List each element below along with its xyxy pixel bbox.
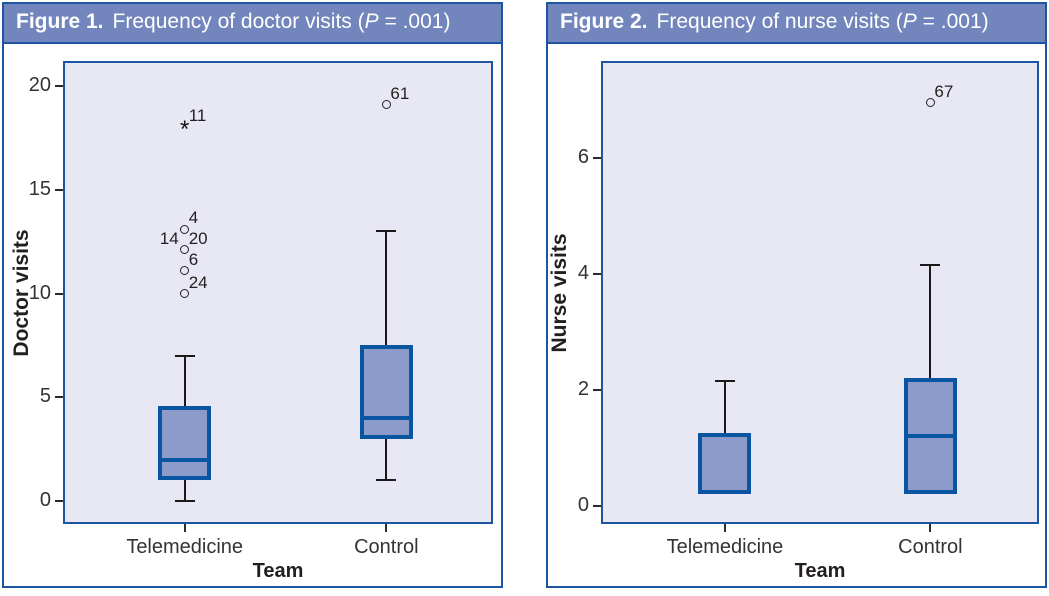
figure-2-title: Frequency of nurse visits (P = .001): [657, 10, 989, 34]
lower-whisker-cap: [174, 500, 195, 503]
upper-whisker-cap: [376, 230, 397, 233]
upper-whisker-line: [183, 355, 186, 406]
outlier-label: 11: [188, 106, 207, 126]
y-axis-tick-label: 5: [39, 385, 51, 408]
lower-whisker-line: [183, 480, 186, 502]
outlier-label: 61: [390, 83, 410, 103]
figure-1-title-p-symbol: P: [364, 10, 379, 33]
y-axis-tick: [55, 292, 63, 295]
y-axis-tick-label: 20: [28, 73, 51, 96]
outlier-circle-marker: [180, 289, 190, 299]
outlier-label: 14: [159, 228, 179, 248]
category-tick: [385, 524, 388, 532]
median-line: [161, 457, 209, 462]
outlier-circle-marker: [381, 100, 391, 110]
lower-whisker-cap: [376, 479, 397, 482]
figure-1-panel: Figure 1. Frequency of doctor visits (P …: [2, 2, 503, 588]
outlier-star-marker: *: [180, 116, 190, 144]
y-axis-tick-label: 4: [577, 261, 589, 284]
box: [698, 433, 752, 495]
figure-2-title-text: Frequency of nurse visits (: [656, 10, 903, 33]
figure-2-title-p-symbol: P: [902, 10, 917, 33]
y-axis-tick: [593, 156, 601, 159]
figure-1-title: Frequency of doctor visits (P = .001): [113, 10, 451, 34]
y-axis-tick: [55, 188, 63, 191]
outlier-label: 67: [934, 81, 954, 101]
outlier-circle-marker: [180, 224, 190, 234]
figure-2-chart: Nurse visits Team 0 2 4 6 Telemedicine Contro…: [548, 44, 1045, 584]
y-axis-tick-label: 15: [28, 177, 51, 200]
figure-2-title-prefix: Figure 2.: [560, 10, 648, 33]
figure-1-chart: Doctor visits Team 0 5 10 15 20 Telemedicine *…: [4, 44, 501, 584]
y-axis-tick-label: 6: [577, 145, 589, 168]
figure-1-plot-area: [63, 61, 493, 524]
outlier-circle-marker: [180, 245, 190, 255]
box: [359, 345, 413, 439]
upper-whisker-line: [929, 265, 932, 379]
y-axis-tick: [55, 500, 63, 503]
upper-whisker-cap: [174, 354, 195, 357]
upper-whisker-line: [723, 381, 726, 434]
outlier-label: 6: [188, 249, 199, 269]
upper-whisker-cap: [714, 380, 735, 383]
y-axis-tick: [593, 272, 601, 275]
outlier-circle-marker: [925, 98, 935, 108]
category-tick: [723, 524, 726, 532]
lower-whisker-line: [385, 438, 388, 481]
category-tick: [929, 524, 932, 532]
y-axis-tick-label: 2: [577, 377, 589, 400]
figure-1-x-axis-label: Team: [252, 560, 304, 582]
figure-2-title-pvalue: = .001): [916, 10, 989, 33]
figure-1-title-text: Frequency of doctor visits (: [112, 10, 365, 33]
y-axis-tick-label: 10: [28, 281, 51, 304]
figure-2-plot-area: [601, 61, 1039, 524]
figure-1-header: Figure 1. Frequency of doctor visits (P …: [4, 4, 501, 44]
y-axis-tick: [593, 388, 601, 391]
figure-2-x-axis-label: Team: [794, 560, 846, 582]
category-tick: [183, 524, 186, 532]
median-line: [362, 416, 410, 421]
figure-2-header: Figure 2. Frequency of nurse visits (P =…: [548, 4, 1045, 44]
y-axis-tick: [593, 505, 601, 507]
y-axis-tick-label: 0: [39, 489, 51, 512]
category-label: Control: [898, 536, 963, 558]
outlier-label: 20: [188, 228, 208, 248]
outlier-circle-marker: [180, 266, 190, 276]
y-axis-tick: [55, 396, 63, 399]
category-label: Telemedicine: [126, 536, 244, 558]
outlier-label: 24: [188, 272, 208, 292]
y-axis-tick-label: 0: [577, 494, 589, 516]
y-axis-tick: [55, 84, 63, 87]
figure-1-title-prefix: Figure 1.: [16, 10, 104, 33]
category-label: Telemedicine: [666, 536, 784, 558]
upper-whisker-cap: [920, 264, 941, 267]
median-line: [906, 434, 954, 439]
figure-1-title-pvalue: = .001): [378, 10, 451, 33]
figure-2-panel: Figure 2. Frequency of nurse visits (P =…: [546, 2, 1047, 588]
outlier-label: 4: [188, 208, 199, 228]
category-label: Control: [354, 536, 419, 558]
box: [158, 405, 212, 481]
upper-whisker-line: [385, 231, 388, 346]
figure-2-y-axis-label: Nurse visits: [548, 232, 571, 353]
